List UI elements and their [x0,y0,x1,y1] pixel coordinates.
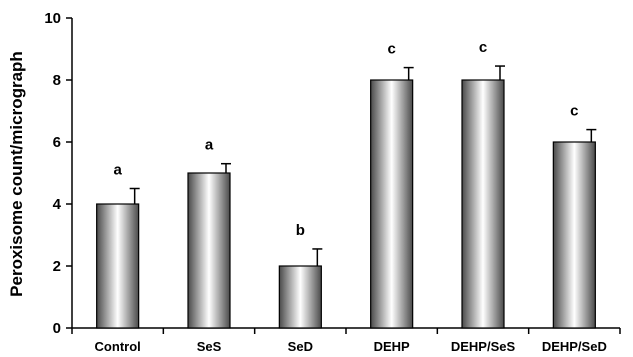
significance-label: c [479,39,487,56]
y-tick-label: 2 [53,258,61,275]
significance-label: a [113,162,122,179]
significance-label: c [387,41,395,58]
bar [278,265,322,329]
x-tick-label: DEHP [374,339,410,354]
y-tick-label: 0 [53,320,61,337]
significance-label: b [296,222,305,239]
bar [96,203,140,329]
bar [187,172,231,329]
bar [552,141,596,329]
significance-label: c [570,103,578,120]
x-tick-label: DEHP/SeS [451,339,516,354]
x-tick-label: SeD [288,339,313,354]
y-tick-label: 6 [53,134,61,151]
y-axis-title: Peroxisome count/micrograph [7,51,26,297]
x-tick-label: Control [95,339,141,354]
x-tick-label: DEHP/SeD [542,339,607,354]
y-tick-label: 8 [53,72,61,89]
bar [370,79,414,329]
bar [461,79,505,329]
significance-label: a [205,137,214,154]
y-tick-label: 4 [53,196,62,213]
y-tick-label: 10 [44,10,61,27]
x-tick-label: SeS [197,339,222,354]
